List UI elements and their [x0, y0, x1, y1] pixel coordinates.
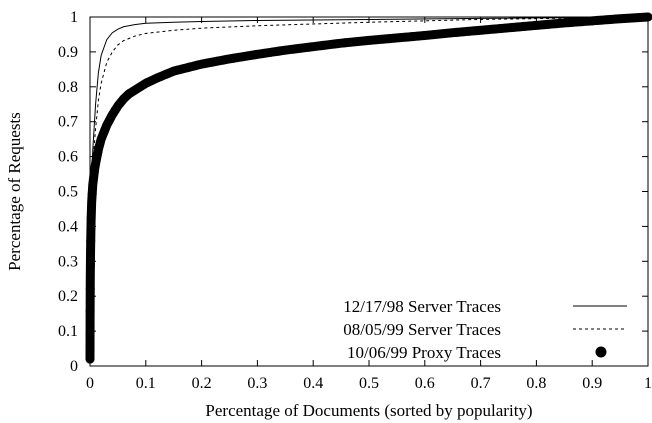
series-proxy-traces-point — [142, 78, 152, 88]
x-tick-label: 0.8 — [526, 375, 546, 392]
series-proxy-traces-point — [474, 25, 484, 35]
series-proxy-traces-point — [184, 62, 194, 72]
series-proxy-traces-point — [100, 125, 110, 135]
x-tick-label: 0.4 — [303, 375, 323, 392]
series-proxy-traces-point — [340, 38, 350, 48]
legend-sample-dot — [595, 346, 607, 358]
series-proxy-traces-point — [429, 30, 439, 40]
y-tick-label: 0.7 — [58, 114, 78, 131]
y-tick-label: 0.4 — [58, 218, 78, 235]
y-tick-label: 0.5 — [58, 184, 78, 201]
series-proxy-traces-point — [451, 27, 461, 37]
y-tick-label: 0.8 — [58, 79, 78, 96]
legend-label: 12/17/98 Server Traces — [343, 297, 501, 316]
legend: 12/17/98 Server Traces 08/05/99 Server Tr… — [343, 297, 627, 362]
series-proxy-traces-point — [110, 105, 120, 115]
series-proxy-traces-point — [273, 46, 283, 56]
y-tick-label: 0.2 — [58, 288, 78, 305]
y-tick-label: 0.1 — [58, 323, 78, 340]
x-tick-label: 0.6 — [415, 375, 435, 392]
y-tick-label: 1 — [70, 9, 78, 26]
series-proxy-traces-point — [541, 20, 551, 30]
x-tick-label: 0.1 — [136, 375, 156, 392]
series-proxy-traces-point — [93, 146, 103, 156]
y-tick-label: 0.6 — [58, 149, 78, 166]
y-tick-label: 0.3 — [58, 253, 78, 270]
x-tick-label: 1 — [644, 375, 652, 392]
series-proxy-traces-point — [124, 89, 134, 99]
series-proxy-traces-point — [407, 32, 417, 42]
x-tick-label: 0.2 — [192, 375, 212, 392]
y-tick-label: 0.9 — [58, 44, 78, 61]
series-proxy-traces-point — [86, 236, 96, 246]
series-layer — [85, 12, 652, 364]
series-proxy-traces-point — [86, 212, 96, 222]
series-proxy-traces-point — [496, 23, 506, 33]
y-tick-label: 0 — [70, 358, 78, 375]
series-proxy-traces-point — [518, 22, 528, 32]
legend-label: 10/06/99 Proxy Traces — [347, 343, 501, 362]
series-proxy-traces-point — [206, 57, 216, 67]
y-axis-label: Percentage of Requests — [5, 112, 24, 271]
series-proxy-traces-point — [362, 36, 372, 46]
x-tick-label: 0.3 — [247, 375, 267, 392]
series-proxy-traces-point — [563, 18, 573, 28]
series-proxy-traces-point — [162, 69, 172, 79]
series-proxy-traces-point — [89, 167, 99, 177]
series-server-traces-0899-line — [89, 16, 649, 360]
x-tick-label: 0 — [86, 375, 94, 392]
legend-label: 08/05/99 Server Traces — [343, 320, 501, 339]
series-proxy-traces-point — [384, 34, 394, 44]
x-tick-label: 0.9 — [582, 375, 602, 392]
series-proxy-traces-point — [611, 14, 621, 24]
series-proxy-traces-point — [318, 41, 327, 51]
x-tick-label: 0.7 — [471, 375, 491, 392]
series-proxy-traces-point — [295, 43, 305, 53]
x-axis-label: Percentage of Documents (sorted by popul… — [205, 401, 532, 420]
ticks-layer: 0 0.1 0.2 0.3 0.4 0.5 0.6 0.7 0.8 0.9 1 0 0.1 0.2 0.3 0… — [58, 9, 652, 392]
series-proxy-traces-point — [251, 50, 261, 60]
series-proxy-traces-point — [228, 53, 238, 63]
x-tick-label: 0.5 — [359, 375, 379, 392]
